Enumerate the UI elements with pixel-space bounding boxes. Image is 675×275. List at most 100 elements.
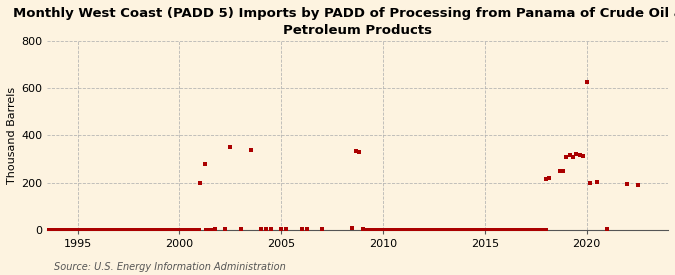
Point: [159, 228, 169, 232]
Point: [493, 228, 504, 232]
Point: [541, 228, 551, 232]
Point: [60, 228, 71, 232]
Point: [131, 228, 142, 232]
Point: [42, 228, 53, 232]
Point: [368, 228, 379, 232]
Point: [82, 228, 93, 232]
Point: [418, 228, 429, 232]
Point: [383, 228, 394, 232]
Point: [404, 228, 414, 232]
Point: [461, 228, 472, 232]
Point: [92, 228, 103, 232]
Point: [266, 226, 277, 231]
Point: [554, 169, 565, 173]
Point: [157, 228, 167, 232]
Point: [408, 228, 419, 232]
Point: [165, 228, 176, 232]
Point: [107, 228, 118, 232]
Point: [507, 228, 518, 232]
Point: [558, 169, 568, 174]
Point: [449, 228, 460, 232]
Point: [463, 228, 474, 232]
Point: [429, 228, 439, 232]
Point: [373, 228, 384, 232]
Point: [116, 228, 127, 232]
Point: [491, 228, 502, 232]
Point: [485, 228, 495, 232]
Point: [194, 228, 205, 232]
Point: [539, 228, 549, 232]
Point: [390, 228, 401, 232]
Point: [140, 228, 151, 232]
Point: [74, 228, 84, 232]
Point: [155, 228, 166, 232]
Point: [377, 228, 387, 232]
Point: [148, 228, 159, 232]
Point: [77, 228, 88, 232]
Point: [55, 228, 66, 232]
Point: [505, 228, 516, 232]
Point: [89, 228, 100, 232]
Point: [190, 228, 201, 232]
Point: [47, 228, 57, 232]
Point: [481, 228, 492, 232]
Point: [63, 228, 74, 232]
Point: [173, 228, 184, 232]
Point: [220, 226, 231, 231]
Point: [67, 228, 78, 232]
Point: [124, 228, 135, 232]
Point: [405, 228, 416, 232]
Point: [180, 228, 191, 232]
Point: [475, 228, 485, 232]
Point: [143, 228, 154, 232]
Point: [235, 226, 246, 231]
Point: [101, 228, 111, 232]
Point: [350, 148, 361, 153]
Point: [531, 228, 541, 232]
Point: [441, 228, 452, 232]
Point: [59, 228, 70, 232]
Point: [508, 228, 519, 232]
Title: Monthly West Coast (PADD 5) Imports by PADD of Processing from Panama of Crude O: Monthly West Coast (PADD 5) Imports by P…: [14, 7, 675, 37]
Point: [79, 228, 90, 232]
Point: [317, 227, 327, 231]
Point: [141, 228, 152, 232]
Point: [585, 181, 595, 185]
Point: [591, 180, 602, 184]
Point: [114, 228, 125, 232]
Point: [515, 228, 526, 232]
Point: [446, 228, 456, 232]
Point: [622, 182, 632, 186]
Point: [464, 228, 475, 232]
Point: [524, 228, 535, 232]
Point: [425, 228, 436, 232]
Point: [76, 228, 86, 232]
Point: [90, 228, 101, 232]
Point: [514, 228, 524, 232]
Point: [62, 228, 73, 232]
Point: [144, 228, 155, 232]
Point: [541, 177, 551, 181]
Point: [153, 228, 164, 232]
Point: [123, 228, 134, 232]
Point: [296, 227, 307, 231]
Point: [192, 228, 203, 232]
Point: [50, 228, 61, 232]
Point: [160, 228, 171, 232]
Point: [601, 227, 612, 231]
Point: [104, 228, 115, 232]
Point: [574, 153, 585, 158]
Point: [347, 226, 358, 230]
Point: [138, 228, 148, 232]
Point: [561, 154, 572, 159]
Point: [70, 228, 81, 232]
Point: [182, 228, 193, 232]
Point: [397, 228, 408, 232]
Point: [281, 227, 292, 231]
Point: [387, 228, 398, 232]
Point: [167, 228, 178, 232]
Point: [518, 228, 529, 232]
Point: [498, 228, 509, 232]
Point: [162, 228, 173, 232]
Point: [97, 228, 108, 232]
